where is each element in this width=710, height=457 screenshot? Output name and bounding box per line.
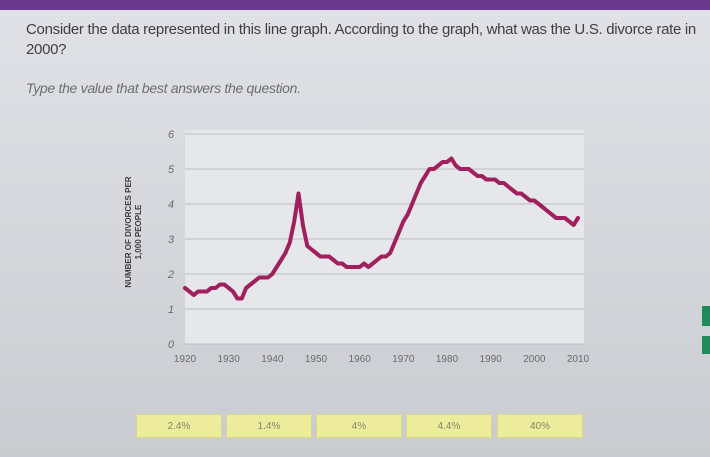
- x-tick-label: 1920: [174, 354, 197, 365]
- y-tick-label: 2: [167, 269, 174, 281]
- y-tick-label: 4: [168, 199, 174, 211]
- top-bar: [0, 0, 710, 10]
- x-tick-label: 1960: [349, 354, 372, 365]
- y-tick-label: 0: [168, 339, 175, 351]
- y-tick-label: 5: [168, 164, 175, 176]
- x-tick-label: 2000: [523, 354, 546, 365]
- x-tick-label: 2010: [567, 354, 590, 365]
- x-tick-label: 1980: [436, 354, 459, 365]
- answer-choice-3[interactable]: 4%: [316, 414, 402, 438]
- x-tick-label: 1940: [261, 354, 284, 365]
- question-text: Consider the data represented in this li…: [26, 21, 696, 58]
- y-tick-label: 3: [168, 234, 175, 246]
- plot-area: [185, 130, 584, 344]
- series-line-0: [183, 156, 580, 301]
- side-tab-upper[interactable]: [702, 306, 710, 326]
- answer-choice-2[interactable]: 1.4%: [226, 414, 312, 438]
- question-instruction: Type the value that best answers the que…: [26, 80, 301, 96]
- side-tab-lower[interactable]: [702, 336, 710, 354]
- x-tick-label: 1950: [305, 354, 328, 365]
- x-tick-label: 1930: [218, 354, 241, 365]
- answer-choice-4[interactable]: 4.4%: [406, 414, 492, 438]
- answer-choice-5[interactable]: 40%: [497, 414, 583, 438]
- answer-choice-1[interactable]: 2.4%: [136, 414, 222, 438]
- y-tick-label: 1: [168, 304, 174, 316]
- x-tick-label: 1990: [480, 354, 503, 365]
- y-tick-label: 6: [168, 129, 175, 141]
- x-tick-label: 1970: [392, 354, 415, 365]
